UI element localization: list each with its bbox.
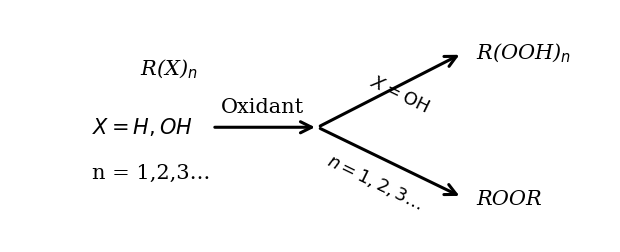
Text: ROOR: ROOR [476,190,542,209]
Text: R(X)$_n$: R(X)$_n$ [140,57,198,81]
Text: $\it{X} = \mathrm{OH}$: $\it{X} = \mathrm{OH}$ [367,73,432,117]
Text: n = 1,2,3…: n = 1,2,3… [92,164,210,183]
Text: $\it{n} = 1,2,3\ldots$: $\it{n} = 1,2,3\ldots$ [324,150,427,213]
Text: $\it{X} = \it{H}, \it{OH}$: $\it{X} = \it{H}, \it{OH}$ [92,116,193,138]
Text: Oxidant: Oxidant [221,98,304,117]
Text: R(OOH)$_n$: R(OOH)$_n$ [476,42,572,65]
